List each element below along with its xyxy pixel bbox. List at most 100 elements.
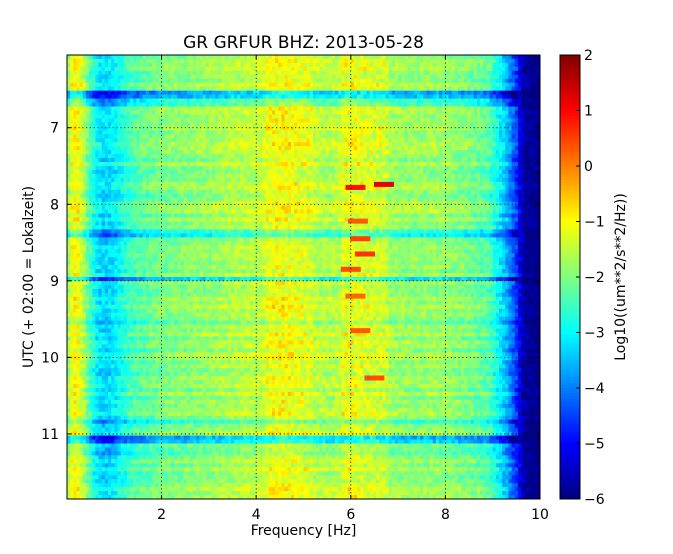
heatmap-cell	[514, 138, 519, 143]
heatmap-cell	[202, 158, 207, 163]
heatmap-cell	[152, 90, 156, 96]
heatmap-cell	[221, 114, 226, 119]
heatmap-cell	[429, 158, 434, 163]
heatmap-cell	[287, 134, 292, 139]
heatmap-cell	[319, 118, 323, 123]
heatmap-cell	[107, 126, 112, 131]
heatmap-cell	[448, 58, 453, 64]
heatmap-cell	[467, 98, 472, 103]
heatmap-cell	[70, 154, 74, 159]
heatmap-cell	[117, 78, 121, 84]
heatmap-cell	[300, 106, 304, 111]
heatmap-cell	[517, 146, 522, 151]
heatmap-cell	[155, 55, 159, 60]
heatmap-cell	[366, 166, 371, 171]
heatmap-cell	[297, 134, 301, 139]
heatmap-cell	[429, 58, 434, 64]
heatmap-cell	[139, 66, 144, 72]
heatmap-cell	[73, 74, 77, 80]
heatmap-cell	[458, 78, 462, 84]
heatmap-cell	[489, 78, 494, 84]
heatmap-row	[67, 70, 541, 76]
heatmap-cell	[152, 150, 156, 155]
heatmap-cell	[290, 82, 295, 88]
heatmap-cell	[158, 118, 162, 123]
heatmap-cell	[492, 166, 497, 171]
heatmap-cell	[530, 86, 535, 92]
heatmap-cell	[70, 150, 74, 155]
heatmap-cell	[123, 138, 128, 143]
heatmap-cell	[287, 122, 292, 127]
heatmap-cell	[130, 154, 134, 159]
heatmap-cell	[467, 66, 472, 72]
heatmap-cell	[281, 154, 285, 159]
heatmap-cell	[527, 86, 531, 92]
heatmap-cell	[120, 134, 125, 139]
heatmap-cell	[410, 146, 415, 151]
heatmap-cell	[331, 146, 336, 151]
heatmap-cell	[215, 74, 219, 80]
heatmap-cell	[331, 70, 336, 76]
heatmap-cell	[338, 78, 342, 84]
heatmap-cell	[517, 106, 522, 111]
heatmap-cell	[117, 169, 121, 175]
heatmap-cell	[183, 146, 188, 151]
heatmap-cell	[420, 138, 424, 143]
heatmap-cell	[227, 169, 232, 175]
heatmap-cell	[328, 158, 333, 163]
heatmap-cell	[249, 74, 254, 80]
heatmap-cell	[130, 58, 134, 64]
heatmap-cell	[259, 126, 263, 131]
heatmap-cell	[347, 134, 352, 139]
heatmap-cell	[435, 166, 440, 171]
heatmap-cell	[420, 90, 424, 96]
heatmap-cell	[473, 173, 478, 179]
heatmap-cell	[404, 114, 408, 119]
heatmap-cell	[508, 58, 513, 64]
heatmap-cell	[208, 130, 213, 135]
heatmap-cell	[67, 185, 71, 191]
heatmap-cell	[306, 58, 311, 64]
heatmap-cell	[259, 106, 263, 111]
heatmap-cell	[275, 102, 279, 107]
heatmap-cell	[464, 154, 468, 159]
heatmap-cell	[328, 118, 333, 123]
heatmap-cell	[467, 82, 472, 88]
heatmap-cell	[458, 150, 462, 155]
heatmap-cell	[325, 173, 330, 179]
heatmap-cell	[464, 169, 468, 175]
heatmap-cell	[290, 166, 295, 171]
heatmap-cell	[265, 169, 270, 175]
heatmap-cell	[120, 150, 125, 155]
heatmap-cell	[372, 162, 377, 167]
heatmap-cell	[171, 114, 175, 119]
heatmap-cell	[511, 55, 516, 60]
heatmap-cell	[401, 181, 405, 187]
heatmap-cell	[155, 126, 159, 131]
heatmap-cell	[473, 177, 478, 183]
heatmap-cell	[120, 118, 125, 123]
heatmap-cell	[486, 90, 490, 96]
heatmap-cell	[413, 130, 418, 135]
heatmap-cell	[527, 82, 531, 88]
heatmap-cell	[495, 58, 500, 64]
heatmap-cell	[319, 55, 323, 60]
heatmap-cell	[73, 162, 77, 167]
heatmap-cell	[404, 70, 408, 76]
heatmap-cell	[499, 94, 503, 99]
heatmap-cell	[139, 118, 144, 123]
heatmap-cell	[287, 158, 292, 163]
heatmap-cell	[521, 158, 525, 163]
heatmap-cell	[67, 62, 71, 68]
heatmap-cell	[502, 70, 506, 76]
heatmap-cell	[511, 66, 516, 72]
heatmap-cell	[148, 66, 153, 72]
heatmap-cell	[489, 102, 494, 107]
heatmap-cell	[401, 110, 405, 115]
heatmap-cell	[205, 158, 210, 163]
heatmap-cell	[338, 90, 342, 96]
heatmap-cell	[67, 86, 71, 92]
heatmap-cell	[224, 58, 229, 64]
heatmap-cell	[514, 110, 519, 115]
heatmap-cell	[76, 70, 81, 76]
